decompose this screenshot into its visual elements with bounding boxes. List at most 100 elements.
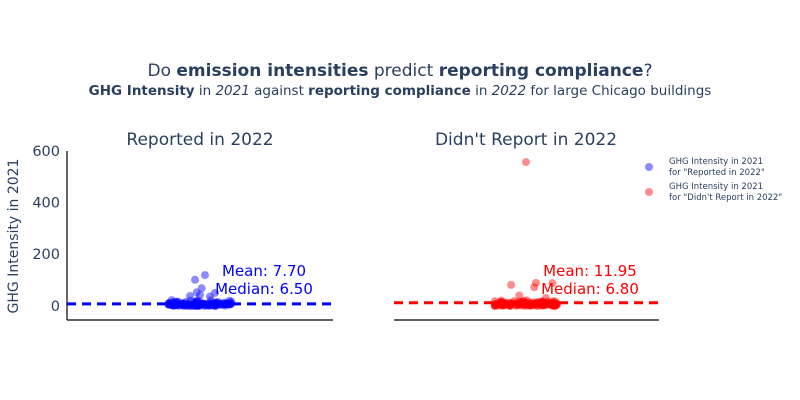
data-point[interactable] — [195, 297, 204, 306]
data-point[interactable] — [224, 298, 233, 307]
data-point[interactable] — [210, 301, 219, 310]
data-point[interactable] — [211, 299, 220, 308]
data-point[interactable] — [491, 300, 500, 309]
data-point-outlier[interactable] — [197, 284, 206, 293]
data-point[interactable] — [164, 300, 173, 309]
data-point[interactable] — [167, 296, 176, 305]
data-point[interactable] — [164, 299, 173, 308]
data-point[interactable] — [506, 301, 515, 310]
data-point[interactable] — [224, 300, 233, 309]
data-point-outlier[interactable] — [522, 158, 530, 167]
data-point[interactable] — [195, 301, 204, 310]
data-point[interactable] — [208, 299, 217, 308]
data-point-outlier[interactable] — [507, 280, 516, 289]
data-point[interactable] — [178, 300, 187, 309]
data-point[interactable] — [522, 298, 531, 307]
data-point[interactable] — [551, 300, 560, 309]
data-point[interactable] — [506, 301, 515, 310]
data-point-outlier[interactable] — [186, 292, 195, 301]
data-point[interactable] — [506, 299, 515, 308]
data-point[interactable] — [524, 299, 533, 308]
data-point[interactable] — [192, 300, 201, 309]
data-point[interactable] — [179, 299, 188, 308]
data-point[interactable] — [551, 301, 560, 310]
data-point[interactable] — [492, 300, 501, 309]
data-point[interactable] — [179, 300, 188, 309]
data-point[interactable] — [193, 299, 202, 308]
data-point[interactable] — [179, 301, 188, 310]
data-point[interactable] — [195, 300, 204, 309]
data-point[interactable] — [194, 301, 203, 310]
data-point[interactable] — [506, 299, 515, 308]
data-point[interactable] — [225, 300, 234, 309]
data-point[interactable] — [211, 299, 220, 308]
data-point[interactable] — [552, 300, 561, 309]
data-point[interactable] — [193, 296, 202, 305]
data-point-outlier[interactable] — [205, 292, 214, 301]
data-point[interactable] — [195, 300, 204, 309]
data-point-outlier[interactable] — [548, 279, 557, 288]
data-point[interactable] — [522, 299, 531, 308]
data-point[interactable] — [491, 301, 500, 310]
data-point-outlier[interactable] — [531, 278, 540, 287]
data-point[interactable] — [179, 299, 188, 308]
data-point[interactable] — [179, 301, 188, 310]
data-point[interactable] — [210, 299, 219, 308]
data-point[interactable] — [522, 299, 531, 308]
data-point-outlier[interactable] — [191, 275, 200, 284]
data-point[interactable] — [508, 299, 517, 308]
data-point[interactable] — [195, 301, 204, 310]
data-point[interactable] — [552, 300, 561, 309]
data-point[interactable] — [537, 297, 546, 306]
data-point[interactable] — [166, 300, 175, 309]
data-point[interactable] — [522, 301, 531, 310]
data-point[interactable] — [551, 297, 560, 306]
data-point-outlier[interactable] — [541, 294, 550, 303]
data-point[interactable] — [165, 298, 174, 307]
data-point[interactable] — [195, 300, 204, 309]
data-point[interactable] — [491, 299, 500, 308]
data-point[interactable] — [210, 301, 219, 310]
data-point-outlier[interactable] — [192, 288, 201, 297]
data-point[interactable] — [195, 301, 204, 310]
data-point[interactable] — [225, 299, 234, 308]
data-point[interactable] — [521, 300, 530, 309]
data-point[interactable] — [224, 300, 233, 309]
data-point[interactable] — [180, 300, 189, 309]
data-point[interactable] — [164, 300, 173, 309]
data-point[interactable] — [165, 300, 174, 309]
data-point-outlier[interactable] — [210, 288, 219, 297]
data-point[interactable] — [520, 298, 529, 307]
data-point[interactable] — [209, 299, 218, 308]
data-point[interactable] — [522, 300, 531, 309]
data-point-outlier[interactable] — [530, 283, 539, 292]
data-point[interactable] — [192, 300, 201, 309]
data-point[interactable] — [537, 297, 546, 306]
data-point[interactable] — [522, 296, 531, 305]
data-point[interactable] — [505, 298, 514, 307]
data-point[interactable] — [179, 299, 188, 308]
data-point[interactable] — [180, 299, 189, 308]
data-point[interactable] — [492, 299, 501, 308]
data-point[interactable] — [226, 300, 235, 309]
data-point[interactable] — [193, 299, 202, 308]
data-point[interactable] — [197, 300, 206, 309]
data-point[interactable] — [207, 300, 216, 309]
data-point[interactable] — [551, 301, 560, 310]
data-point[interactable] — [536, 300, 545, 309]
data-point[interactable] — [210, 300, 219, 309]
data-point[interactable] — [506, 301, 515, 310]
data-point[interactable] — [195, 300, 204, 309]
data-point[interactable] — [549, 298, 558, 307]
data-point[interactable] — [164, 300, 173, 309]
data-point[interactable] — [225, 296, 234, 305]
data-point-outlier[interactable] — [196, 290, 204, 299]
data-point-outlier[interactable] — [515, 291, 524, 300]
data-point[interactable] — [491, 300, 500, 309]
data-point[interactable] — [551, 299, 560, 308]
data-point[interactable] — [226, 299, 235, 308]
data-point-outlier[interactable] — [200, 271, 209, 280]
